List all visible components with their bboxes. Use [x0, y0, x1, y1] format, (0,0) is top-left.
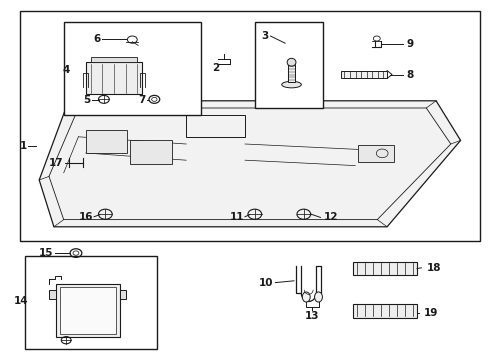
Text: 1: 1: [20, 141, 27, 151]
Text: 9: 9: [407, 39, 414, 49]
Bar: [60, 287, 116, 334]
Bar: [341, 71, 387, 78]
Bar: [86, 62, 142, 94]
Bar: [64, 22, 201, 115]
Bar: [353, 304, 416, 318]
Text: 13: 13: [305, 311, 319, 321]
Bar: [288, 64, 295, 82]
Bar: [56, 284, 120, 337]
Text: 3: 3: [262, 31, 269, 41]
Bar: [130, 140, 171, 164]
Text: 16: 16: [78, 212, 93, 222]
Text: 15: 15: [38, 248, 53, 258]
Ellipse shape: [302, 292, 310, 302]
Bar: [91, 57, 137, 62]
Text: 19: 19: [424, 308, 438, 318]
Bar: [358, 145, 394, 162]
Text: 17: 17: [49, 158, 64, 168]
Text: 2: 2: [212, 63, 220, 73]
Bar: [120, 290, 126, 299]
Bar: [24, 256, 157, 349]
Text: 6: 6: [93, 33, 100, 44]
Text: 5: 5: [83, 95, 91, 105]
Text: 11: 11: [229, 212, 244, 222]
Text: 14: 14: [14, 296, 28, 306]
Bar: [20, 11, 480, 241]
Text: 7: 7: [139, 95, 146, 105]
Bar: [49, 290, 56, 299]
Text: 12: 12: [323, 212, 338, 222]
Bar: [353, 262, 416, 275]
Text: 10: 10: [259, 278, 273, 288]
Text: 4: 4: [62, 65, 70, 75]
Text: 18: 18: [427, 263, 442, 273]
Ellipse shape: [315, 292, 322, 302]
Text: 8: 8: [407, 69, 414, 80]
Bar: [86, 130, 127, 153]
Polygon shape: [39, 101, 461, 227]
Bar: [186, 115, 245, 137]
Bar: [255, 22, 323, 108]
Ellipse shape: [282, 81, 301, 88]
Ellipse shape: [287, 58, 296, 66]
